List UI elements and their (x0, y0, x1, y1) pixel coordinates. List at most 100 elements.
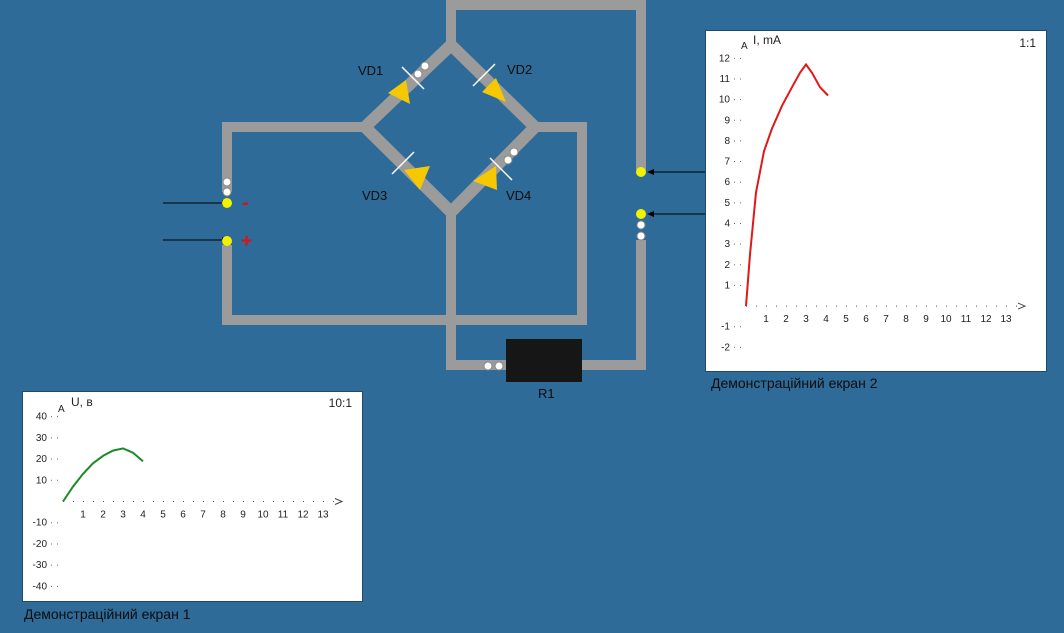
diode-vd1[interactable] (388, 61, 430, 104)
probe-top[interactable] (636, 167, 705, 177)
screen-1-scale: 10:1 (328, 396, 352, 410)
screen-2-y-tick-label: 11 (720, 74, 731, 85)
screen-1-y-tick-label: 20 (36, 454, 48, 465)
demo-screen-1: 10:1 A U, в 1 2 3 4 5 6 7 8 9 10 11 12 13 40 30 20 10 -10… (22, 391, 363, 602)
screen-1-x-tick-label: 1 (80, 510, 86, 521)
arrow-head-icon (647, 211, 654, 217)
wires (222, 0, 646, 370)
screen-2-y-tick-label: 2 (724, 260, 730, 271)
screen-2-series-line (745, 62, 829, 307)
node-dot (420, 61, 430, 71)
resistor-body (506, 339, 582, 382)
screen-2-x-tick-label: 4 (823, 314, 829, 325)
wire (222, 122, 367, 132)
screen-1-x-tick-label: 6 (180, 510, 186, 521)
plus-sign: + (241, 231, 252, 252)
wire (636, 240, 646, 370)
resistor-label: R1 (538, 386, 555, 401)
wire (446, 0, 646, 10)
node-dot (222, 177, 232, 187)
screen-2-scale: 1:1 (1019, 36, 1036, 50)
screen-2-x-tick-label: 12 (980, 314, 992, 325)
diode-vd3[interactable] (391, 151, 430, 190)
wire (222, 245, 232, 325)
terminal-plus[interactable] (163, 236, 232, 246)
diode-vd1-bar (401, 66, 425, 90)
minus-sign: - (242, 192, 249, 214)
screen-2-x-tick-label: 9 (923, 314, 929, 325)
screen-1-x-tick-label: 2 (100, 510, 106, 521)
diode-vd2-bar (472, 63, 496, 87)
screen-1-x-tick-label: 13 (317, 510, 329, 521)
screen-1-x-tick-label: 4 (140, 510, 146, 521)
node-terminal (222, 198, 232, 208)
screen-1-x-tick-label: 9 (240, 510, 246, 521)
wire (530, 122, 587, 132)
screen-2-x-arrow-icon (1017, 302, 1027, 310)
resistor-r1[interactable] (483, 339, 582, 382)
demo-screen-2: 1:1 A I, mA 1 2 3 4 5 6 7 8 9 10 11 12 13 12 11 10 9 8 7 6 5… (705, 30, 1047, 372)
diode-vd4[interactable] (473, 147, 519, 190)
terminal-minus[interactable] (163, 177, 232, 208)
diode-vd4-label: VD4 (506, 188, 531, 203)
node-dot (413, 69, 423, 79)
node-dot (503, 155, 513, 165)
screen-2-axis-letter: A (741, 41, 748, 52)
node-dot (494, 361, 504, 371)
screen-2-x-tick-label: 10 (940, 314, 952, 325)
screen-2-x-tick-label: 3 (803, 314, 809, 325)
screen-1-x-tick-label: 5 (160, 510, 166, 521)
screen-2-x-tick-label: 1 (763, 314, 769, 325)
screen-2-y-tick-label: 10 (719, 95, 731, 106)
screen-2-y-tick-label: -2 (721, 342, 730, 353)
screen-1-y-tick-label: -20 (33, 539, 48, 550)
diode-vd3-label: VD3 (362, 188, 387, 203)
wire (446, 0, 456, 48)
diode-vd4-bar (489, 157, 513, 181)
screen-1-x-tick-label: 10 (257, 510, 269, 521)
screen-1-x-tick-label: 11 (278, 510, 289, 521)
screen-1-y-tick-label: -40 (33, 581, 48, 592)
wire (446, 212, 456, 370)
screen-2-y-tick-label: 5 (724, 198, 730, 209)
node-terminal (636, 209, 646, 219)
screen-2-x-tick-label: 13 (1000, 314, 1012, 325)
wire (222, 315, 587, 325)
screen-1-y-tick-label: 30 (36, 433, 48, 444)
screen-2-y-tick-label: 4 (724, 218, 730, 229)
screen-2-y-label: I, mA (753, 33, 782, 47)
node-dot (636, 231, 646, 241)
screen-1-y-label: U, в (71, 395, 93, 409)
wire (222, 122, 232, 192)
screen-2-y-tick-label: 12 (719, 53, 731, 64)
probe-bottom[interactable] (636, 209, 705, 241)
screen-2-y-tick-label: 9 (724, 115, 730, 126)
screen-2-x-tick-label: 6 (863, 314, 869, 325)
screen-2-x-tick-label: 5 (843, 314, 849, 325)
screen-2-y-tick-label: -1 (721, 322, 730, 333)
screen-2-y-tick-label: 7 (724, 157, 730, 168)
screen-2-x-tick-label: 7 (883, 314, 889, 325)
screen-2-x-tick-label: 2 (783, 314, 789, 325)
node-terminal (636, 167, 646, 177)
screen-2-x-tick-label: 8 (903, 314, 909, 325)
screen-2-x-tick-label: 11 (961, 314, 972, 325)
diode-vd2[interactable] (472, 63, 506, 102)
node-dot (509, 147, 519, 157)
screen-1-y-tick-label: 10 (36, 475, 48, 486)
screen-1-y-tick-label: -10 (33, 518, 48, 529)
screen-2-y-tick-label: 6 (724, 177, 730, 188)
diode-vd4-triangle (473, 166, 497, 190)
node-terminal (222, 236, 232, 246)
screen-2-caption: Демонстраційний екран 2 (711, 375, 878, 391)
wire (446, 360, 506, 370)
screen-1-series-line (62, 447, 144, 503)
wire (577, 122, 587, 325)
screen-2-y-tick-label: 8 (724, 136, 730, 147)
screen-1-x-tick-label: 3 (120, 510, 126, 521)
screen-1-caption: Демонстраційний екран 1 (24, 606, 191, 622)
wire (580, 360, 646, 370)
